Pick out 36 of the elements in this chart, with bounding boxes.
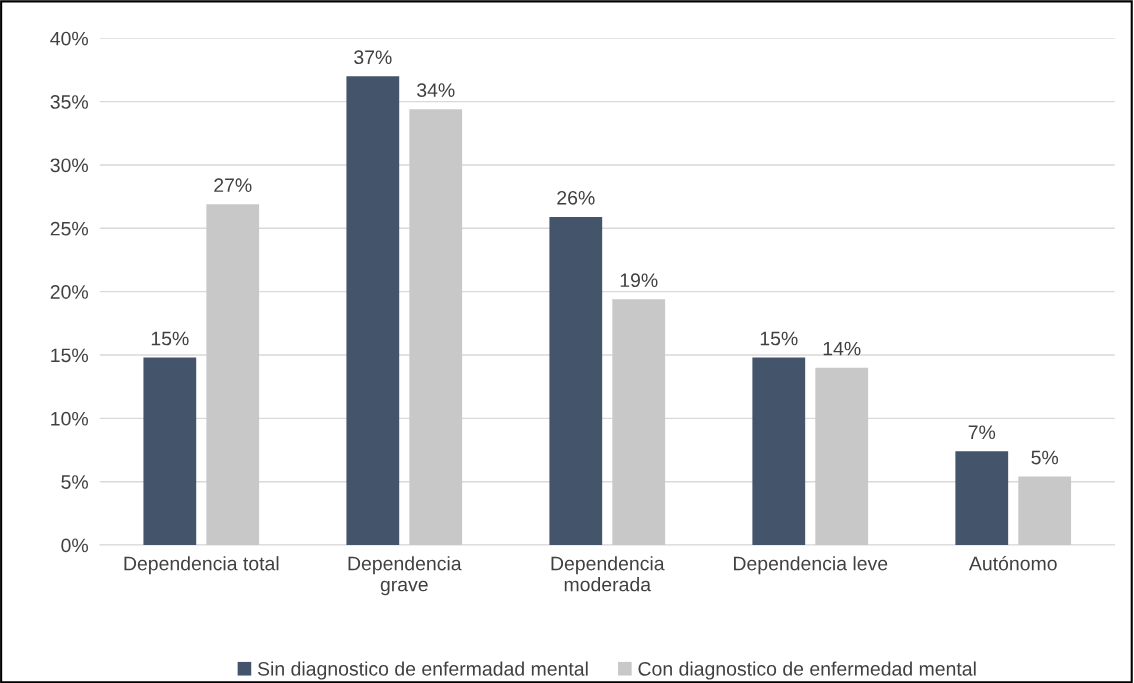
data-label: 26% (557, 190, 595, 205)
legend-label: Sin diagnostico de enfermadad mental (257, 661, 588, 680)
bar (346, 76, 400, 546)
bar (612, 299, 666, 546)
bar (549, 216, 603, 546)
y-tick-label: 35% (50, 95, 88, 109)
y-tick-label: 5% (61, 475, 88, 489)
data-label: 14% (823, 341, 861, 356)
data-label: 7% (968, 425, 996, 440)
x-tick-label: Dependencia leve (734, 556, 888, 575)
y-tick-label: 15% (51, 348, 88, 363)
y-tick-label: 10% (51, 411, 88, 426)
y-tick-label: 0% (61, 538, 88, 553)
data-label: 5% (1031, 450, 1059, 465)
bar (143, 357, 197, 546)
bar (752, 357, 806, 546)
bar (1018, 476, 1072, 546)
x-tick-label: Dependencia total (124, 556, 279, 575)
data-label: 15% (760, 331, 798, 346)
x-tick-label: Dependencia moderada (551, 556, 665, 592)
data-label: 27% (214, 178, 252, 192)
data-label: 15% (151, 331, 189, 346)
data-label: 37% (354, 50, 392, 65)
bar (206, 204, 260, 546)
y-tick-label: 20% (50, 285, 88, 299)
y-tick-label: 25% (50, 221, 88, 236)
bar (409, 109, 463, 546)
y-tick-label: 40% (50, 31, 88, 46)
bar (815, 367, 869, 546)
bar (955, 451, 1009, 546)
data-label: 19% (620, 273, 658, 288)
data-label: 34% (417, 83, 455, 98)
x-tick-label: Dependencia grave (348, 556, 462, 596)
y-tick-label: 30% (50, 158, 88, 173)
legend-label: Con diagnostico de enfermedad mental (638, 661, 976, 680)
x-tick-label: Autónomo (968, 555, 1057, 571)
